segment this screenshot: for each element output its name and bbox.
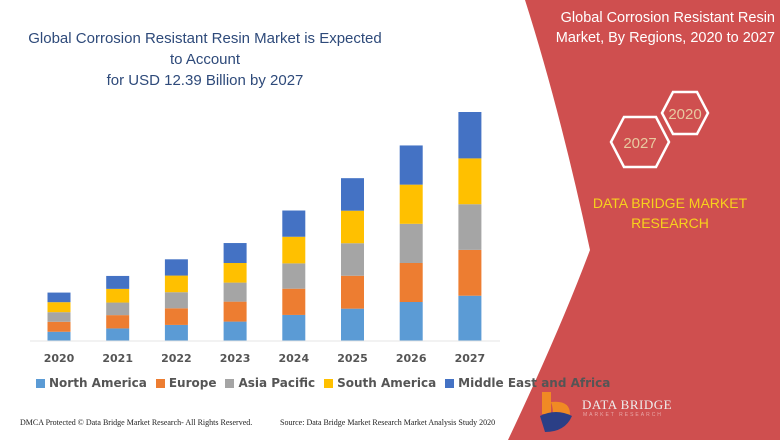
x-tick-label: 2020: [44, 352, 75, 365]
bar-segment-2024-north-america: [282, 314, 306, 341]
bar-segment-2020-asia-pacific: [47, 312, 71, 322]
legend-item: North America: [36, 376, 147, 390]
legend-label: Asia Pacific: [238, 376, 316, 390]
dmca-notice: DMCA Protected © Data Bridge Market Rese…: [20, 418, 253, 427]
legend-label: North America: [49, 376, 147, 390]
chart-title-line2: for USD 12.39 Billion by 2027: [106, 72, 304, 89]
bar-segment-2020-north-america: [47, 331, 71, 341]
legend-swatch: [36, 378, 45, 388]
bar-segment-2023-middle-east-and-africa: [223, 243, 247, 264]
bar-segment-2020-middle-east-and-africa: [47, 292, 71, 303]
bar-segment-2027-middle-east-and-africa: [458, 112, 482, 159]
x-tick-label: 2027: [455, 352, 486, 365]
bar-segment-2022-asia-pacific: [164, 292, 188, 309]
bar-segment-2021-middle-east-and-africa: [106, 275, 130, 289]
bar-segment-2023-south-america: [223, 263, 247, 283]
legend-swatch: [445, 378, 455, 388]
legend-swatch: [155, 378, 165, 388]
bar-segment-2025-europe: [341, 275, 364, 309]
x-tick-label: 2022: [161, 352, 192, 365]
stacked-bar-chart: 2020 2021 2022 2023 2024 2025 2026 2027: [44, 112, 486, 365]
bar-segment-2025-middle-east-and-africa: [341, 178, 364, 211]
side-panel-title: Global Corrosion Resistant Resin Market,…: [535, 8, 775, 48]
hexagon-2027: [609, 115, 671, 169]
source-note: Source: Data Bridge Market Research Mark…: [280, 418, 496, 427]
bar-segment-2027-europe: [458, 249, 482, 296]
legend-item: Asia Pacific: [225, 376, 315, 390]
logo-subtext: MARKET RESEARCH: [583, 412, 663, 418]
side-title-line2: Market, By Regions, 2020 to 2027: [555, 30, 775, 46]
legend-label: Europe: [168, 376, 217, 390]
legend-swatch: [225, 378, 235, 388]
x-tick-label: 2023: [220, 352, 251, 365]
chart-title: Global Corrosion Resistant Resin Market …: [20, 28, 390, 91]
legend-label: South America: [337, 376, 437, 390]
x-tick-label: 2025: [337, 352, 368, 365]
bar-segment-2020-south-america: [47, 302, 71, 313]
legend-item: South America: [324, 376, 436, 390]
bar-segment-2024-europe: [282, 288, 306, 315]
bar-segment-2026-north-america: [399, 302, 423, 341]
logo-icon: [540, 392, 572, 432]
bar-segment-2026-south-america: [399, 184, 423, 224]
hex-2027-label: 2027: [623, 135, 656, 152]
side-title-line1: Global Corrosion Resistant Resin: [560, 10, 775, 26]
brand-name: DATA BRIDGE MARKET RESEARCH: [580, 193, 760, 233]
x-tick-label: 2021: [102, 352, 133, 365]
bar-segment-2022-europe: [164, 308, 188, 325]
bar-segment-2022-north-america: [164, 324, 188, 341]
bar-segment-2026-middle-east-and-africa: [399, 145, 423, 185]
bar-segment-2021-europe: [106, 315, 130, 329]
brand-line2: RESEARCH: [631, 215, 709, 231]
bar-segment-2027-south-america: [458, 158, 482, 205]
bar-segment-2024-middle-east-and-africa: [282, 210, 306, 237]
bar-segment-2027-asia-pacific: [458, 204, 482, 250]
bar-segment-2023-north-america: [223, 321, 247, 341]
bar-segment-2022-south-america: [164, 275, 188, 293]
red-side-panel: [508, 0, 780, 440]
logo-text: DATA BRIDGE: [582, 397, 673, 412]
legend-item: Middle East and Africa: [445, 376, 610, 390]
brand-line1: DATA BRIDGE MARKET: [592, 195, 748, 211]
hex-2020-label: 2020: [668, 106, 701, 123]
bar-segment-2023-europe: [223, 301, 247, 322]
x-tick-label: 2024: [278, 352, 309, 365]
bar-segment-2022-middle-east-and-africa: [164, 259, 188, 276]
bar-segment-2021-asia-pacific: [106, 302, 130, 316]
bar-segment-2021-north-america: [106, 328, 130, 341]
hexagon-2020: [660, 90, 710, 136]
x-tick-label: 2026: [396, 352, 427, 365]
bar-segment-2026-asia-pacific: [399, 223, 423, 264]
legend-label: Middle East and Africa: [458, 376, 611, 390]
bar-segment-2023-asia-pacific: [223, 282, 247, 302]
bar-segment-2025-north-america: [341, 308, 364, 341]
bar-segment-2027-north-america: [458, 295, 482, 341]
legend-item: Europe: [155, 376, 217, 390]
bar-segment-2020-europe: [47, 321, 71, 332]
chart-legend: North America Europe Asia Pacific South Ame…: [36, 376, 610, 390]
legend-swatch: [324, 378, 334, 388]
bar-segment-2021-south-america: [106, 288, 130, 303]
bar-segment-2026-europe: [399, 263, 423, 303]
bar-segment-2025-asia-pacific: [341, 243, 364, 276]
bar-segment-2024-asia-pacific: [282, 263, 306, 289]
bar-segment-2024-south-america: [282, 236, 306, 264]
bar-segment-2025-south-america: [341, 210, 364, 244]
chart-title-line1: Global Corrosion Resistant Resin Market …: [28, 30, 382, 68]
